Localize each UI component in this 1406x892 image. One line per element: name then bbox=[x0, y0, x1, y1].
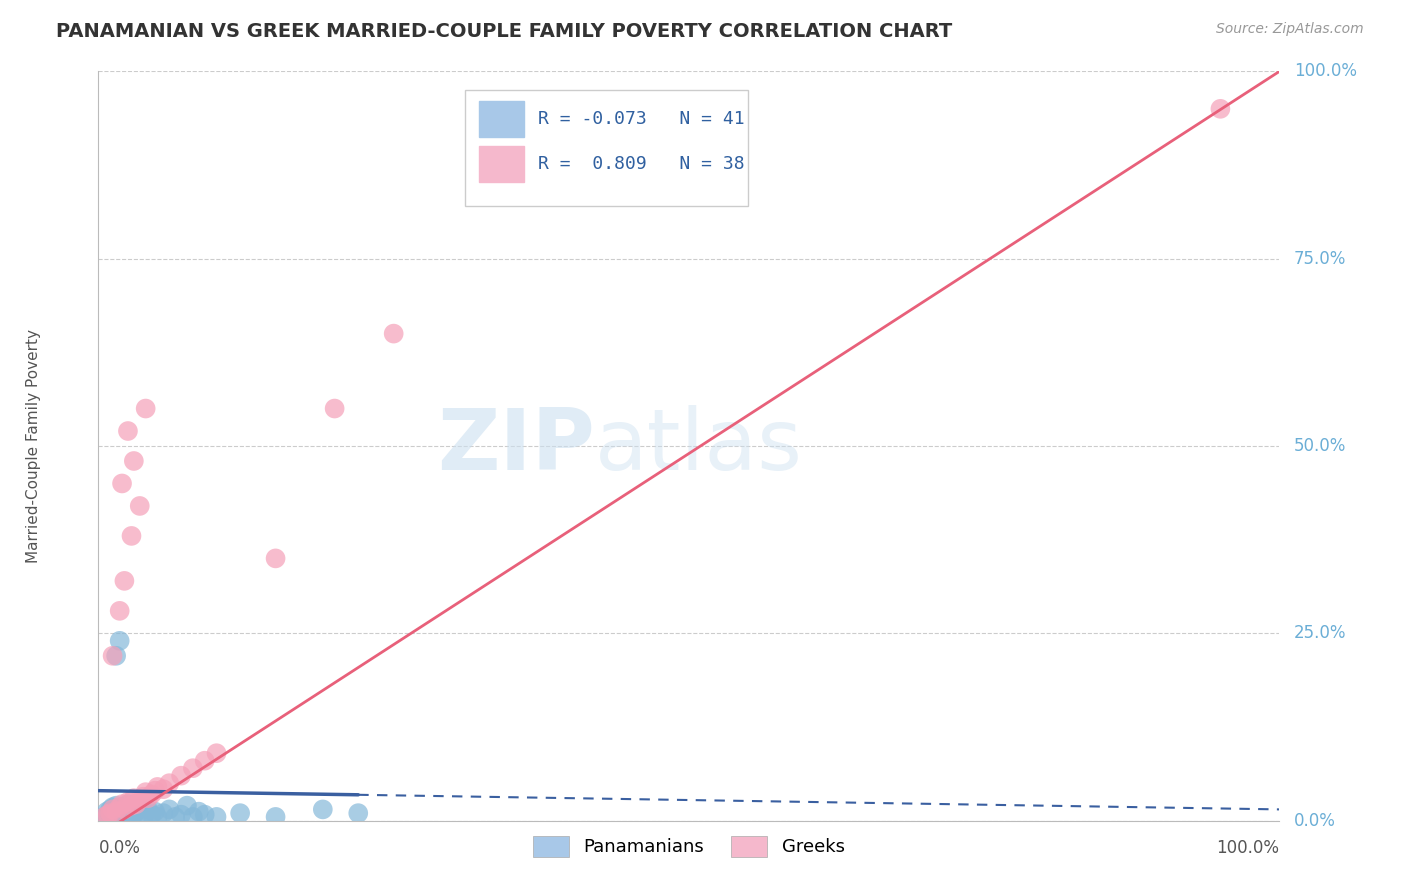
Point bbox=[93, 810, 115, 824]
Point bbox=[382, 326, 405, 341]
Point bbox=[152, 782, 174, 797]
Point bbox=[117, 795, 139, 809]
Point bbox=[312, 802, 335, 816]
Text: R = -0.073   N = 41: R = -0.073 N = 41 bbox=[537, 110, 744, 128]
Point bbox=[135, 401, 157, 416]
Point bbox=[122, 807, 145, 822]
Point bbox=[146, 810, 169, 824]
Legend: Panamanians, Greeks: Panamanians, Greeks bbox=[526, 829, 852, 864]
Point bbox=[111, 800, 134, 814]
Point bbox=[122, 802, 145, 816]
Point bbox=[117, 797, 139, 812]
Text: ZIP: ZIP bbox=[437, 404, 595, 488]
Point bbox=[108, 604, 131, 618]
Point bbox=[165, 810, 187, 824]
Point bbox=[103, 806, 125, 821]
Point bbox=[157, 802, 180, 816]
Text: 75.0%: 75.0% bbox=[1294, 250, 1346, 268]
Point bbox=[181, 810, 204, 824]
Text: atlas: atlas bbox=[595, 404, 803, 488]
FancyBboxPatch shape bbox=[464, 90, 748, 206]
Text: 100.0%: 100.0% bbox=[1216, 839, 1279, 857]
Point bbox=[170, 769, 193, 783]
Point bbox=[121, 529, 143, 543]
Point bbox=[105, 798, 128, 813]
Point bbox=[108, 800, 131, 814]
Point bbox=[132, 810, 155, 824]
Point bbox=[121, 798, 143, 813]
Point bbox=[143, 783, 166, 797]
Point bbox=[170, 807, 193, 822]
Point bbox=[111, 797, 134, 812]
Point bbox=[128, 792, 150, 806]
Point bbox=[105, 805, 128, 819]
Point bbox=[264, 810, 287, 824]
Point bbox=[117, 424, 139, 438]
Bar bbox=[478, 145, 523, 181]
Point bbox=[1209, 102, 1232, 116]
Point bbox=[176, 798, 198, 813]
Point bbox=[98, 802, 121, 816]
Point bbox=[98, 810, 121, 824]
Point bbox=[347, 806, 370, 821]
Text: Married-Couple Family Poverty: Married-Couple Family Poverty bbox=[25, 329, 41, 563]
Point bbox=[101, 648, 124, 663]
Bar bbox=[478, 101, 523, 136]
Point bbox=[143, 805, 166, 819]
Text: 50.0%: 50.0% bbox=[1294, 437, 1346, 455]
Text: Source: ZipAtlas.com: Source: ZipAtlas.com bbox=[1216, 22, 1364, 37]
Text: 0.0%: 0.0% bbox=[98, 839, 141, 857]
Point bbox=[128, 800, 150, 814]
Point bbox=[136, 791, 159, 805]
Point bbox=[128, 499, 150, 513]
Point bbox=[152, 806, 174, 821]
Point bbox=[105, 648, 128, 663]
Point bbox=[132, 789, 155, 804]
Point bbox=[264, 551, 287, 566]
Point bbox=[121, 810, 143, 824]
Point bbox=[111, 807, 134, 822]
Text: 25.0%: 25.0% bbox=[1294, 624, 1346, 642]
Point bbox=[141, 807, 163, 822]
Point bbox=[108, 805, 131, 819]
Point bbox=[112, 574, 135, 588]
Point bbox=[125, 797, 148, 812]
Point bbox=[111, 476, 134, 491]
Point bbox=[97, 807, 120, 822]
Point bbox=[101, 802, 124, 816]
Point bbox=[205, 810, 228, 824]
Point bbox=[101, 800, 124, 814]
Text: 100.0%: 100.0% bbox=[1294, 62, 1357, 80]
Point bbox=[323, 401, 346, 416]
Point bbox=[229, 806, 252, 821]
Point bbox=[112, 802, 135, 816]
Point bbox=[122, 791, 145, 805]
Point bbox=[96, 805, 118, 819]
Point bbox=[135, 806, 157, 821]
Text: 0.0%: 0.0% bbox=[1294, 812, 1336, 830]
Point bbox=[93, 810, 115, 824]
Point bbox=[97, 807, 120, 822]
Point bbox=[112, 802, 135, 816]
Point bbox=[194, 754, 217, 768]
Point bbox=[187, 805, 209, 819]
Point bbox=[157, 776, 180, 790]
Point bbox=[125, 805, 148, 819]
Point bbox=[146, 780, 169, 794]
Point bbox=[135, 785, 157, 799]
Point bbox=[181, 761, 204, 775]
Point bbox=[122, 454, 145, 468]
Point bbox=[205, 746, 228, 760]
Point bbox=[108, 633, 131, 648]
Point bbox=[105, 810, 128, 824]
Point bbox=[117, 806, 139, 821]
Text: R =  0.809   N = 38: R = 0.809 N = 38 bbox=[537, 154, 744, 172]
Point bbox=[136, 802, 159, 816]
Point bbox=[194, 807, 217, 822]
Text: PANAMANIAN VS GREEK MARRIED-COUPLE FAMILY POVERTY CORRELATION CHART: PANAMANIAN VS GREEK MARRIED-COUPLE FAMIL… bbox=[56, 22, 952, 41]
Point bbox=[141, 788, 163, 802]
Point bbox=[98, 806, 121, 821]
